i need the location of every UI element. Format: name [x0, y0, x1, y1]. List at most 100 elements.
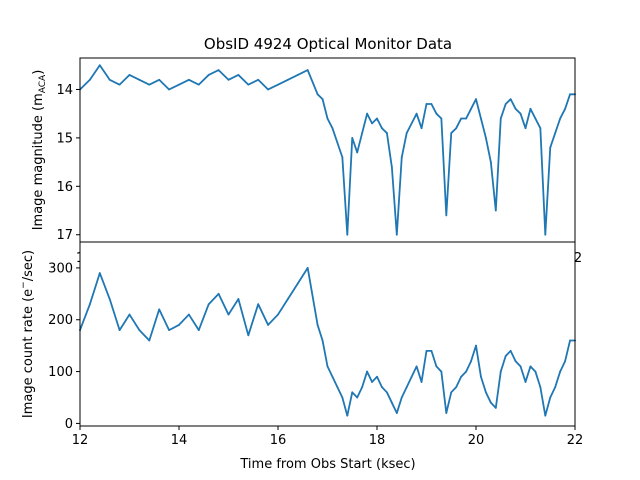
magnitude-data-point [405, 132, 408, 134]
magnitude-data-point [108, 78, 111, 81]
magnitude-data-point [296, 74, 299, 76]
count-rate-data-point [420, 381, 423, 383]
magnitude-data-point [450, 132, 453, 134]
count-rate-data-point [371, 381, 373, 383]
count-rate-data-point [227, 313, 230, 316]
count-rate-data-point [277, 313, 279, 316]
magnitude-data-point [529, 107, 532, 110]
magnitude-data-point [386, 132, 388, 134]
magnitude-data-point [118, 83, 121, 86]
count-rate-data-point [480, 375, 482, 378]
magnitude-data-point [197, 83, 200, 86]
count-rate-data-point [197, 329, 200, 332]
magnitude-data-point [287, 78, 289, 81]
magnitude-data-point [569, 93, 571, 96]
count-rate-data-point [395, 412, 398, 414]
magnitude-data-point [381, 127, 383, 130]
count-rate-data-point [267, 324, 269, 326]
count-rate-data-point [534, 370, 537, 373]
count-rate-data-point [336, 386, 339, 389]
magnitude-data-point [420, 127, 423, 130]
count-rate-data-point [376, 375, 378, 378]
count-rate-y-label-close: /sec) [21, 250, 36, 281]
magnitude-x-tick-label-right: 2 [574, 251, 582, 266]
count-rate-data-point [569, 339, 571, 342]
magnitude-data-point [435, 112, 438, 115]
magnitude-data-point [544, 233, 547, 236]
count-rate-data-point [207, 303, 210, 306]
count-rate-x-tick-label: 16 [270, 433, 287, 448]
count-rate-data-point [455, 386, 458, 389]
magnitude-data-point [366, 112, 368, 115]
count-rate-data-point [217, 292, 220, 295]
magnitude-data-point [207, 74, 210, 76]
count-rate-data-point [390, 401, 393, 404]
magnitude-data-point [390, 166, 393, 168]
count-rate-data-point [529, 365, 532, 368]
magnitude-plot-area [80, 58, 575, 242]
count-rate-data-point [499, 370, 502, 373]
magnitude-data-point [559, 117, 562, 120]
count-rate-x-tick-label: 20 [468, 433, 485, 448]
count-rate-data-point [366, 370, 368, 373]
count-rate-x-tick-label: 18 [369, 433, 386, 448]
count-rate-y-tick-label: 300 [48, 261, 73, 276]
magnitude-data-point [331, 127, 334, 130]
count-rate-data-point [351, 391, 354, 394]
count-rate-data-point [138, 329, 141, 332]
count-rate-data-point [470, 360, 472, 363]
magnitude-y-tick-label: 16 [56, 180, 73, 195]
count-rate-data-point [257, 303, 260, 306]
count-rate-data-point [465, 370, 467, 373]
count-rate-data-point [430, 349, 433, 352]
count-rate-data-point [450, 391, 453, 394]
count-rate-data-point [544, 414, 547, 417]
magnitude-data-point [98, 64, 101, 67]
magnitude-data-point [326, 117, 329, 120]
count-rate-data-point [405, 386, 408, 389]
count-rate-data-point [316, 324, 319, 326]
count-rate-data-point [549, 396, 552, 399]
magnitude-data-point [128, 74, 131, 76]
count-rate-data-point [509, 349, 512, 352]
magnitude-data-point [509, 98, 512, 101]
magnitude-data-point [336, 141, 339, 144]
magnitude-data-point [465, 117, 467, 120]
magnitude-data-point [321, 98, 324, 101]
magnitude-marks: 14 15 16 17 [56, 64, 576, 243]
magnitude-y-axis-label: Image magnitude (mACA) [31, 70, 48, 231]
chart-title: ObsID 4924 Optical Monitor Data [204, 35, 452, 53]
count-rate-data-point [247, 334, 250, 337]
magnitude-data-point [425, 103, 428, 105]
count-rate-x-tick-label: 22 [567, 433, 584, 448]
count-rate-data-point [440, 370, 443, 373]
magnitude-y-label-subscript: ACA [38, 74, 48, 93]
magnitude-data-point [356, 151, 359, 154]
magnitude-data-point [499, 117, 502, 120]
count-rate-data-point [188, 313, 190, 316]
count-rate-data-point [361, 386, 364, 389]
count-rate-data-point [554, 386, 557, 389]
magnitude-data-point [351, 136, 354, 139]
count-rate-data-point [341, 396, 344, 399]
count-rate-data-point [489, 401, 492, 404]
count-rate-y-axis-label: Image count rate (e−/sec) [19, 250, 36, 418]
magnitude-data-point [138, 78, 141, 81]
magnitude-data-point [395, 233, 398, 236]
magnitude-data-point [341, 156, 344, 159]
count-rate-data-point [148, 339, 151, 342]
magnitude-data-point [227, 78, 230, 81]
count-rate-data-point [519, 365, 522, 368]
magnitude-y-label-main: Image magnitude (m [31, 93, 46, 230]
magnitude-data-point [415, 112, 418, 115]
magnitude-data-point [460, 117, 463, 120]
count-rate-panel: 0 100 200 300 12 14 16 18 20 22 Image count rate … [19, 241, 584, 472]
magnitude-data-point [549, 146, 552, 149]
magnitude-data-point [306, 69, 309, 72]
magnitude-data-point [440, 117, 443, 120]
count-rate-y-tick-label: 100 [48, 365, 73, 380]
magnitude-data-point [534, 117, 537, 120]
magnitude-data-point [470, 107, 472, 110]
count-rate-data-point [158, 308, 161, 311]
magnitude-data-point [277, 83, 279, 86]
